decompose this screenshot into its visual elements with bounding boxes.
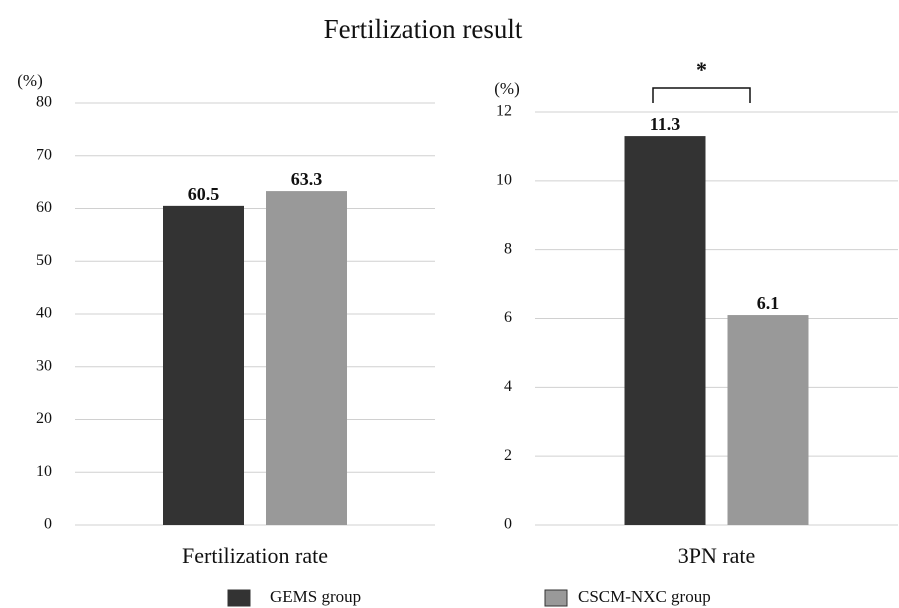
y-unit-label: (%)	[494, 79, 519, 98]
legend-label: CSCM-NXC group	[578, 587, 711, 606]
bar	[266, 191, 347, 525]
y-tick-label: 8	[504, 240, 512, 257]
y-tick-label: 12	[496, 103, 512, 120]
value-label: 60.5	[188, 184, 220, 204]
y-tick-label: 2	[504, 447, 512, 464]
value-label: 11.3	[650, 114, 681, 134]
bar	[163, 205, 244, 526]
y-tick-label: 10	[36, 463, 52, 480]
significance-bracket	[652, 87, 751, 103]
y-tick-label: 4	[504, 378, 512, 395]
value-label: 63.3	[291, 169, 323, 189]
y-unit-label: (%)	[17, 71, 42, 90]
y-tick-label: 10	[496, 172, 512, 189]
x-tick-label: Fertilization rate	[182, 543, 328, 568]
y-tick-label: 0	[504, 516, 512, 533]
y-tick-label: 20	[36, 410, 52, 427]
y-tick-label: 60	[36, 199, 52, 216]
y-tick-label: 40	[36, 305, 52, 322]
y-tick-label: 80	[36, 94, 52, 111]
y-tick-label: 70	[36, 146, 52, 163]
annotation: *	[696, 57, 707, 82]
legend-label: GEMS group	[270, 587, 361, 606]
bar	[624, 136, 706, 525]
legend-swatch	[544, 589, 568, 607]
y-tick-label: 0	[44, 516, 52, 533]
y-tick-label: 30	[36, 357, 52, 374]
y-tick-label: 6	[504, 309, 512, 326]
x-tick-label: 3PN rate	[678, 543, 756, 568]
chart-title: Fertilization result	[324, 14, 523, 44]
value-label: 6.1	[757, 293, 780, 313]
bar	[727, 315, 809, 525]
legend-swatch	[227, 589, 251, 607]
y-tick-label: 50	[36, 252, 52, 269]
